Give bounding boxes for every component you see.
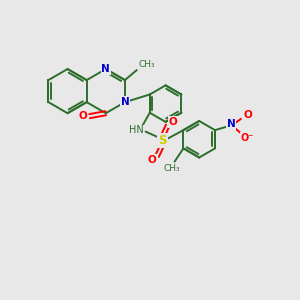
Text: O: O [169,117,177,127]
Text: HN: HN [128,125,143,135]
Text: O: O [244,110,252,120]
Text: N: N [101,64,110,74]
Text: CH₃: CH₃ [163,164,180,172]
Text: O: O [79,111,88,121]
Text: CH₃: CH₃ [138,60,155,69]
Text: N: N [121,97,129,107]
Text: O⁻: O⁻ [241,133,254,143]
Text: N: N [227,119,236,129]
Text: S: S [158,134,167,147]
Text: O: O [147,154,156,165]
